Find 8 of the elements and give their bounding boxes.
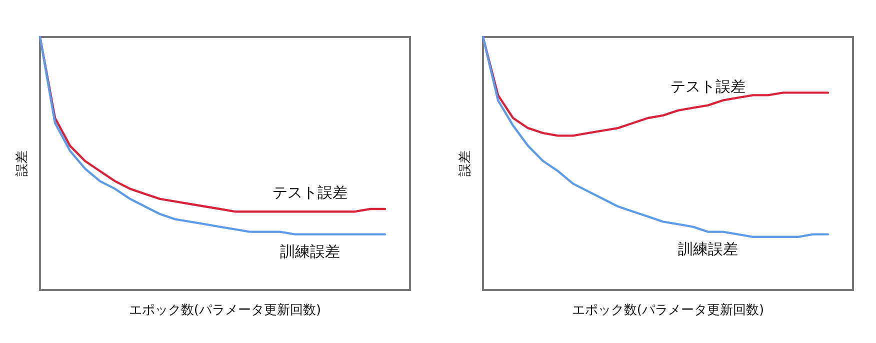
x-axis-title: エポック数(パラメータ更新回数) <box>128 303 322 318</box>
series-label: 訓練誤差 <box>280 242 340 260</box>
series-label: テスト誤差 <box>670 77 746 96</box>
y-axis-title: 誤差 <box>458 150 473 176</box>
series-label: 訓練誤差 <box>678 240 738 258</box>
y-axis-title: 誤差 <box>15 150 30 176</box>
x-axis-title: エポック数(パラメータ更新回数) <box>572 303 764 318</box>
series-label: テスト誤差 <box>272 184 348 202</box>
